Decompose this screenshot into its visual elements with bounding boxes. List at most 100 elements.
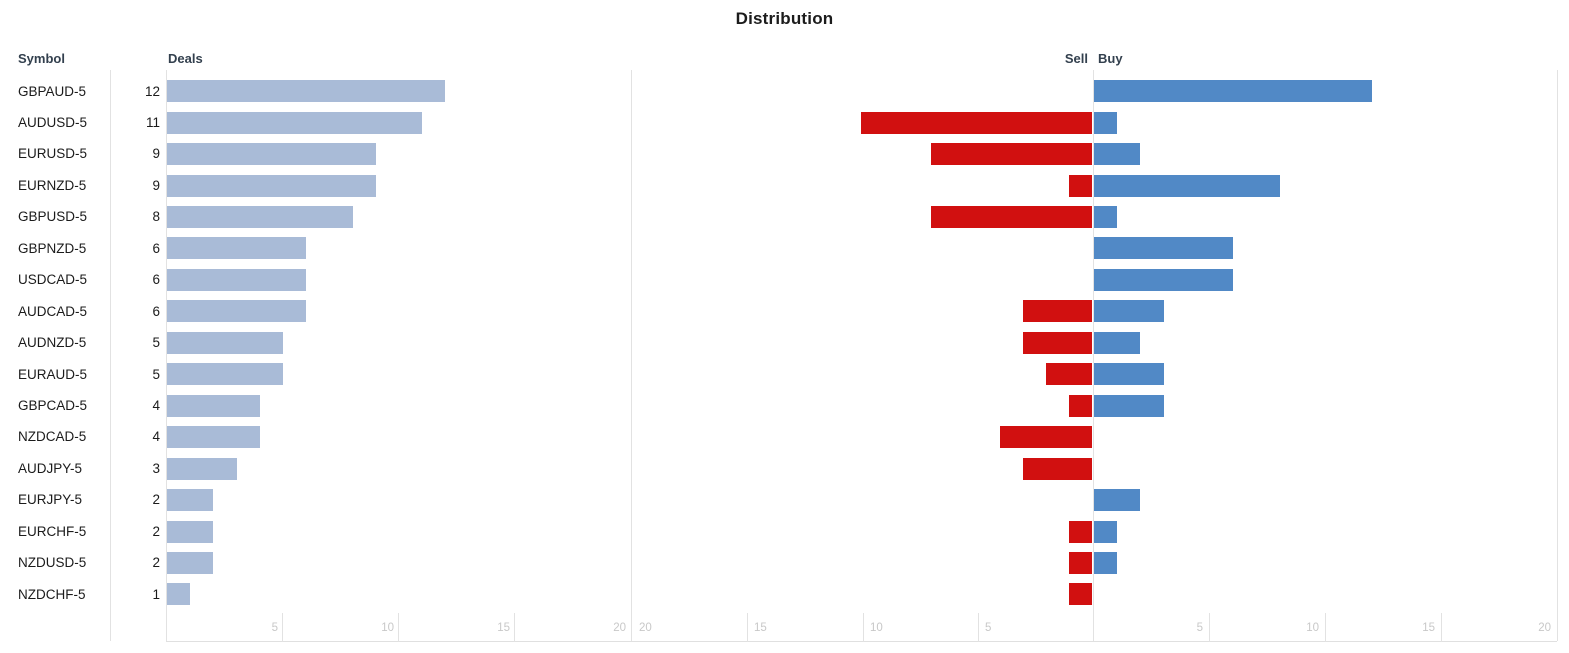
axis-tick-label: 20 (1538, 622, 1551, 634)
deals-bar (167, 268, 306, 291)
deals-value: 6 (152, 303, 160, 319)
axis-tick (1441, 613, 1442, 642)
sell-bar (1069, 583, 1092, 606)
axis-tick-label: 10 (1306, 622, 1319, 634)
sell-bar (1069, 394, 1092, 417)
symbol-label: EURAUD-5 (18, 366, 88, 382)
deals-value: 1 (152, 586, 160, 602)
axis-tick (1209, 613, 1210, 642)
sell-bar (861, 111, 1092, 134)
axis-tick (514, 613, 515, 642)
grid-line (631, 70, 632, 641)
buy-bar (1094, 206, 1117, 228)
deals-bar (167, 394, 260, 417)
deals-value: 12 (144, 83, 160, 99)
deals-bar (167, 206, 353, 228)
symbol-label: GBPNZD-5 (18, 240, 87, 256)
buy-bar (1094, 111, 1117, 134)
sell-bar (1046, 363, 1092, 386)
axis-tick (863, 613, 864, 642)
deals-bar (167, 583, 190, 606)
buy-bar (1094, 174, 1280, 197)
grid-line (1557, 70, 1558, 641)
buy-bar (1094, 363, 1164, 386)
column-header-sell: Sell (1064, 51, 1088, 66)
axis-tick (282, 613, 283, 642)
buy-bar (1094, 268, 1233, 291)
deals-value: 2 (152, 523, 160, 539)
deals-value: 5 (152, 335, 160, 351)
deals-value: 2 (152, 555, 160, 571)
deals-value: 2 (152, 492, 160, 508)
axis-tick-label: 20 (639, 622, 652, 634)
buy-bar (1094, 520, 1117, 543)
deals-value: 9 (152, 177, 160, 193)
axis-tick (978, 613, 979, 642)
buy-bar (1094, 80, 1372, 103)
symbol-label: NZDCAD-5 (18, 429, 87, 445)
buy-bar (1094, 300, 1164, 323)
sell-bar (1069, 174, 1092, 197)
axis-tick-label: 10 (870, 622, 883, 634)
deals-bar (167, 426, 260, 449)
symbol-label: AUDUSD-5 (18, 114, 88, 130)
axis-tick-label: 5 (271, 622, 278, 634)
buy-bar (1094, 143, 1140, 166)
axis-tick-label: 10 (381, 622, 394, 634)
grid-line (166, 70, 167, 641)
grid-line (1093, 70, 1094, 641)
deals-value: 4 (152, 398, 160, 413)
symbol-label: EURNZD-5 (18, 177, 87, 193)
symbol-label: AUDCAD-5 (18, 303, 88, 319)
deals-value: 6 (152, 272, 160, 288)
symbol-label: NZDUSD-5 (18, 555, 87, 571)
column-header-deals: Deals (168, 51, 203, 66)
column-header-buy: Buy (1098, 51, 1123, 66)
symbol-label: AUDNZD-5 (18, 335, 87, 351)
buy-bar (1094, 394, 1164, 417)
deals-bar (167, 331, 283, 354)
deals-bar (167, 174, 376, 197)
axis-baseline (166, 641, 1557, 642)
deals-bar (167, 237, 306, 260)
sell-bar (1069, 520, 1092, 543)
deals-value: 4 (152, 429, 160, 445)
symbol-label: EURJPY-5 (18, 492, 83, 508)
symbol-label: USDCAD-5 (18, 272, 88, 288)
symbol-label: EURCHF-5 (18, 523, 87, 539)
symbol-label: GBPUSD-5 (18, 209, 88, 225)
column-header-symbol: Symbol (18, 51, 65, 66)
buy-bar (1094, 237, 1233, 260)
axis-tick (398, 613, 399, 642)
axis-tick-label: 15 (754, 622, 767, 634)
axis-tick (1325, 613, 1326, 642)
buy-bar (1094, 331, 1140, 354)
deals-bar (167, 300, 306, 323)
symbol-label: AUDJPY-5 (18, 460, 83, 476)
deals-bar (167, 80, 445, 103)
deals-value: 3 (152, 460, 160, 476)
axis-tick-label: 5 (1196, 622, 1203, 634)
symbol-label: NZDCHF-5 (18, 586, 86, 602)
deals-bar (167, 363, 283, 386)
deals-bar (167, 111, 422, 134)
symbol-label: EURUSD-5 (18, 146, 88, 162)
deals-value: 5 (152, 366, 160, 382)
sell-bar (1023, 331, 1092, 354)
deals-value: 8 (152, 209, 160, 225)
buy-bar (1094, 551, 1117, 574)
sell-bar (1069, 551, 1092, 574)
axis-tick-label: 5 (985, 622, 992, 634)
deals-bar (167, 551, 213, 574)
sell-bar (1023, 457, 1092, 480)
axis-tick-label: 20 (613, 622, 626, 634)
deals-bar (167, 520, 213, 543)
sell-bar (1023, 300, 1092, 323)
chart-title: Distribution (735, 9, 834, 28)
sell-bar (1000, 426, 1092, 449)
buy-bar (1094, 489, 1140, 512)
deals-bar (167, 143, 376, 166)
sell-bar (931, 143, 1092, 166)
axis-tick-label: 15 (497, 622, 510, 634)
